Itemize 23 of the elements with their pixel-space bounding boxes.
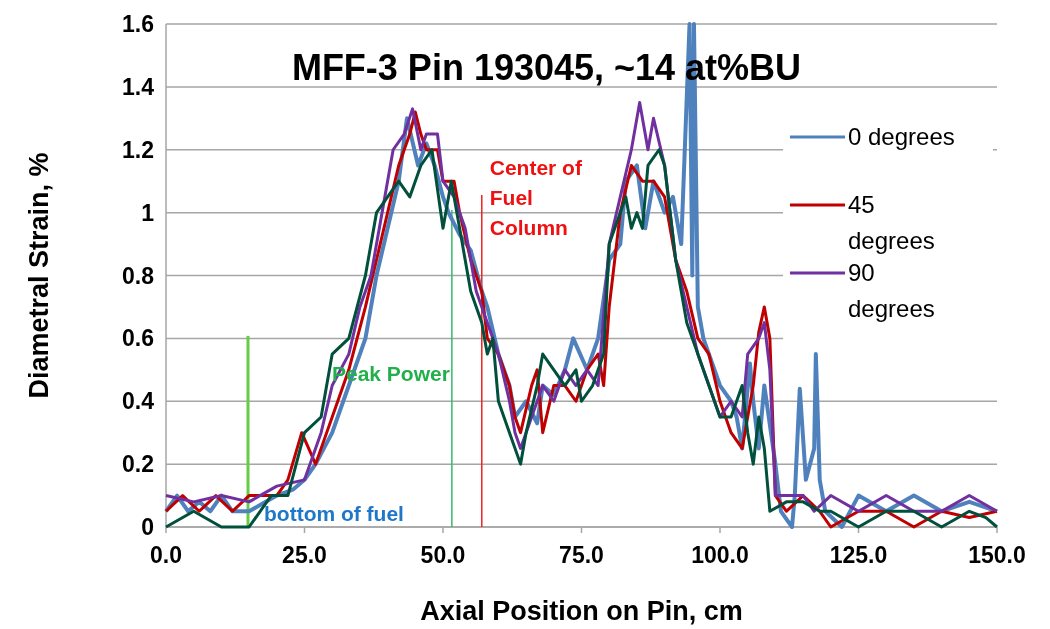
x-axis-title: Axial Position on Pin, cm	[420, 596, 743, 626]
ref-line-label: Center of Fuel Column	[489, 155, 583, 239]
y-tick-label: 1.2	[122, 136, 154, 163]
y-tick-label: 1.4	[122, 73, 155, 100]
legend-label: 45 degrees	[848, 191, 935, 255]
x-tick-label: 50.0	[420, 542, 466, 568]
legend-label: 0 degrees	[848, 123, 955, 151]
y-tick-label: 0	[141, 514, 154, 541]
x-tick-label: 75.0	[559, 542, 604, 568]
y-axis-title: Diametral Strain, %	[24, 152, 54, 399]
y-tick-label: 0.6	[122, 325, 154, 352]
x-tick-label: 100.0	[691, 542, 749, 568]
x-tick-label: 25.0	[282, 542, 327, 568]
legend-label: 90 degrees	[848, 259, 935, 323]
y-tick-label: 1	[141, 199, 155, 226]
x-tick-label: 0.0	[150, 542, 182, 568]
ref-line-label: bottom of fuel	[263, 502, 404, 525]
x-tick-label: 150.0	[968, 542, 1026, 568]
x-tick-label: 125.0	[829, 542, 888, 568]
y-tick-label: 0.8	[122, 262, 155, 289]
y-tick-label: 0.2	[122, 451, 154, 478]
y-tick-label: 1.6	[122, 11, 154, 38]
y-tick-label: 0.4	[122, 388, 155, 415]
